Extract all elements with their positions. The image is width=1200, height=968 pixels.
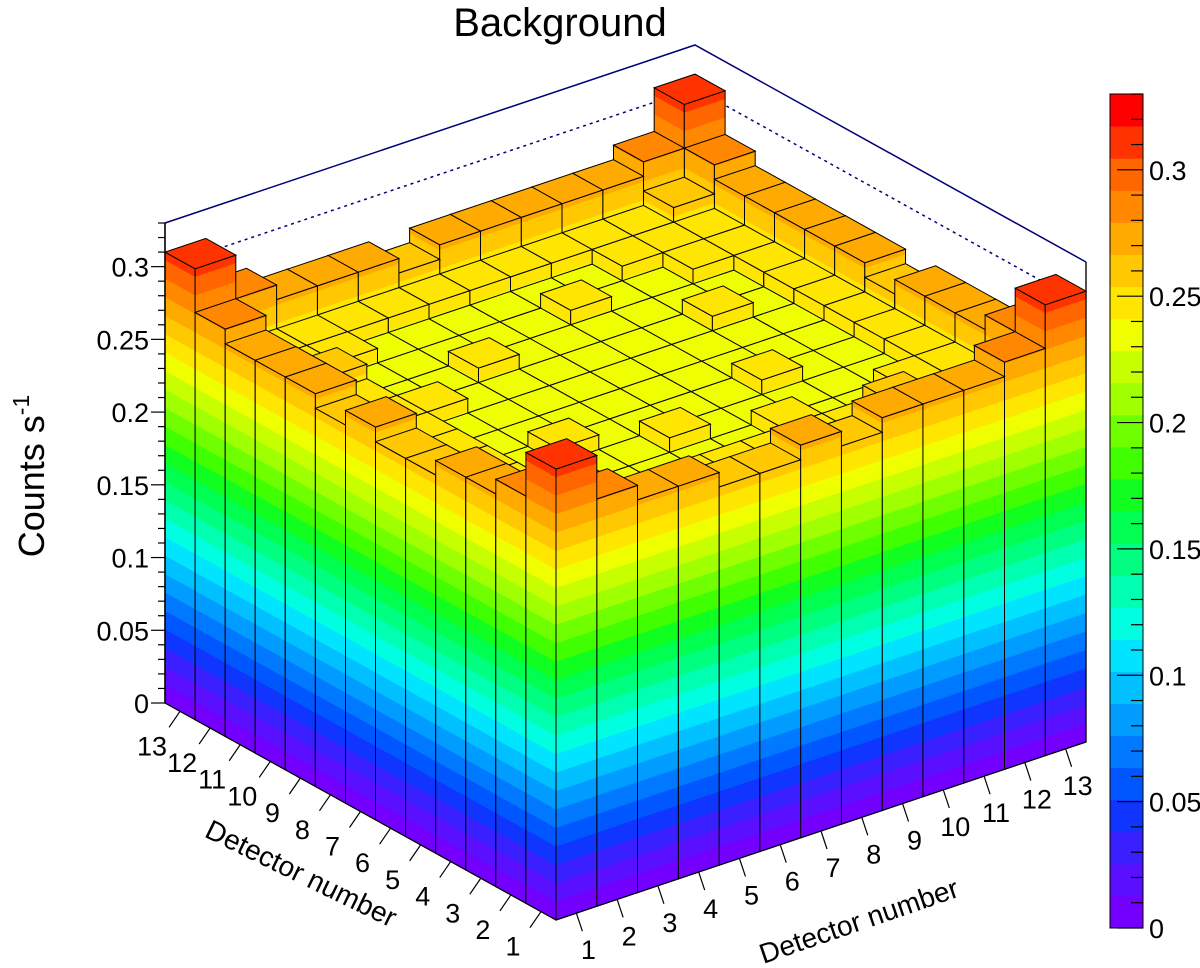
lego-bars — [163, 73, 1088, 921]
bar-top — [590, 235, 665, 267]
frame-top-back — [164, 44, 1087, 263]
bar-top — [408, 213, 482, 246]
bar-top — [652, 73, 727, 106]
bar-top — [642, 176, 716, 209]
bar-top — [683, 133, 757, 166]
bar-top — [833, 231, 907, 264]
bar-top — [681, 285, 755, 317]
bar-top — [539, 279, 613, 311]
bar-top — [612, 130, 686, 163]
bar-top — [661, 238, 736, 270]
